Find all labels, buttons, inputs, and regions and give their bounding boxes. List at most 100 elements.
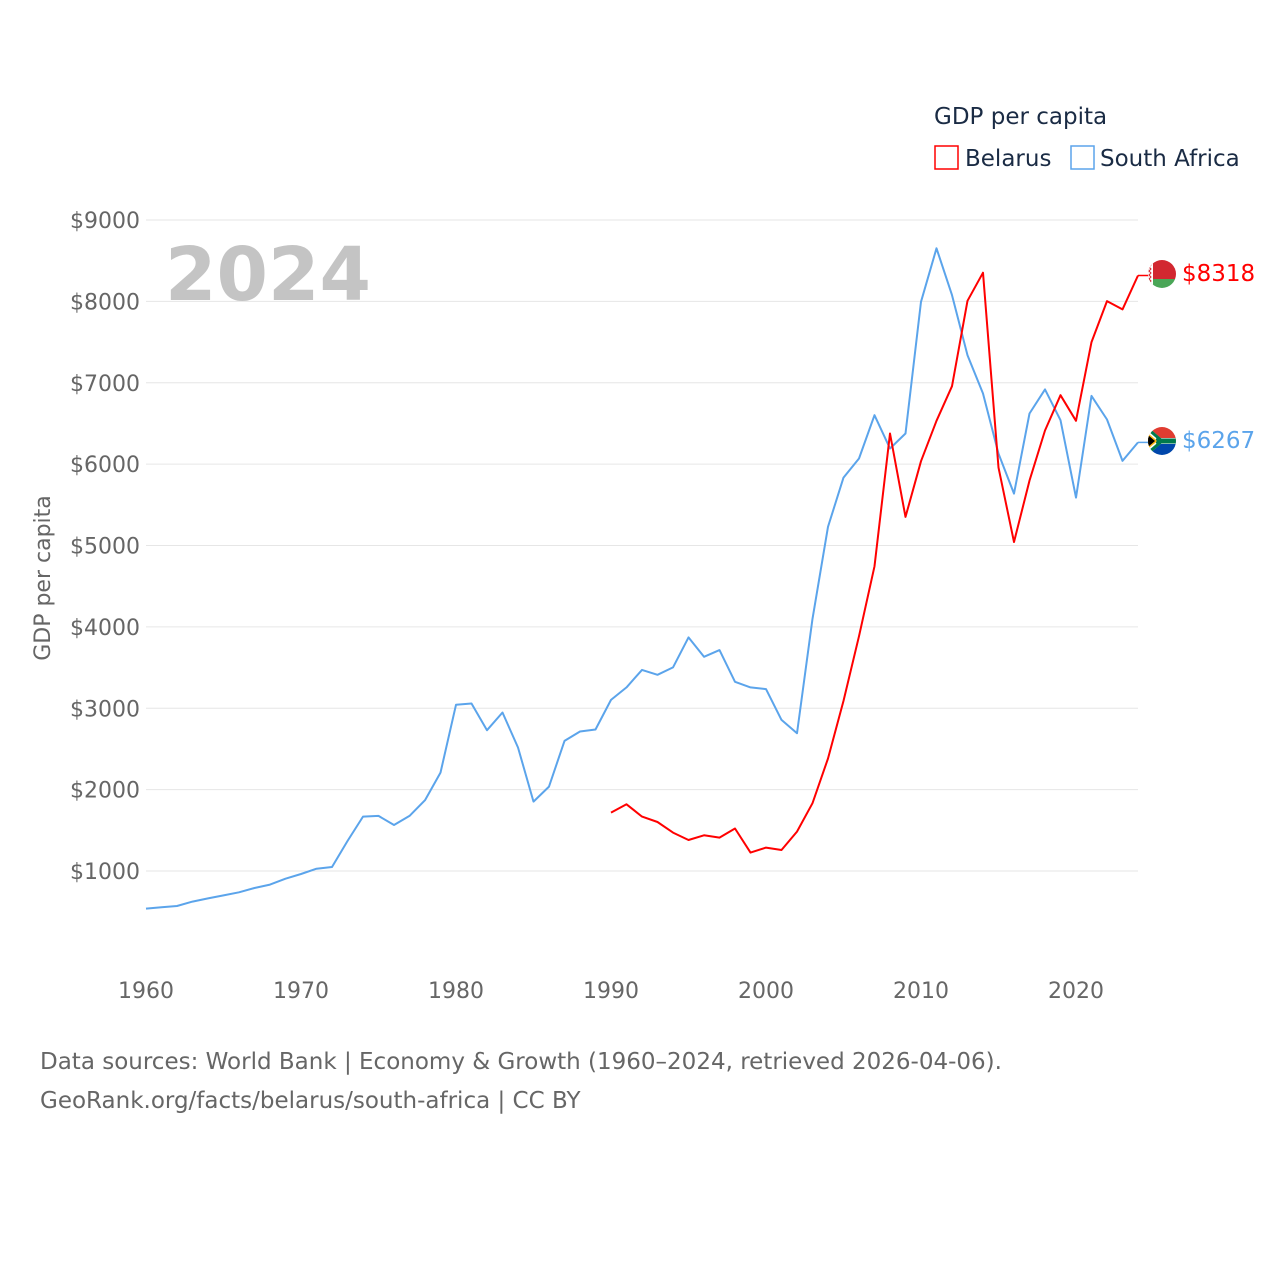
south-africa-point: [795, 731, 800, 736]
south-africa-point: [826, 524, 831, 529]
south-africa-point: [299, 872, 304, 877]
south-africa-point: [562, 738, 567, 743]
belarus-point: [934, 418, 939, 423]
south-africa-line: [145, 247, 1139, 910]
y-tick-label: $1000: [70, 860, 140, 885]
belarus-point: [748, 850, 753, 855]
belarus-point: [733, 826, 738, 831]
y-tick-label: $2000: [70, 779, 140, 804]
belarus-point: [779, 848, 784, 853]
belarus-point: [640, 814, 645, 819]
south-africa-point: [981, 391, 986, 396]
x-tick-label: 1960: [118, 979, 174, 1004]
belarus-point: [857, 634, 862, 639]
south-africa-point: [221, 893, 226, 898]
south-africa-point: [1027, 411, 1032, 416]
south-africa-flag-icon: [1148, 427, 1176, 455]
south-africa-point: [764, 687, 769, 692]
footer-attribution[interactable]: GeoRank.org/facts/belarus/south-africa |…: [40, 1088, 582, 1114]
south-africa-point: [159, 905, 164, 910]
south-africa-point: [1074, 495, 1079, 500]
belarus-point: [1058, 393, 1063, 398]
legend-label-south-africa[interactable]: South Africa: [1100, 146, 1240, 172]
belarus-point: [1074, 418, 1079, 423]
belarus-point: [981, 270, 986, 275]
south-africa-point: [190, 899, 195, 904]
south-africa-point: [810, 616, 815, 621]
south-africa-point: [252, 886, 257, 891]
belarus-point: [1089, 340, 1094, 345]
south-africa-point: [283, 876, 288, 881]
y-axis-ticks: $1000 $2000 $3000 $4000 $5000 $6000 $7000 $8000…: [70, 209, 140, 885]
south-africa-point: [175, 904, 180, 909]
belarus-point: [1027, 478, 1032, 483]
south-africa-point: [531, 799, 536, 804]
south-africa-point: [686, 635, 691, 640]
belarus-point: [888, 431, 893, 436]
x-tick-label: 1980: [428, 979, 484, 1004]
y-tick-label: $8000: [70, 290, 140, 315]
south-africa-point: [609, 697, 614, 702]
belarus-point: [717, 835, 722, 840]
south-africa-point: [1058, 418, 1063, 423]
y-tick-label: $5000: [70, 535, 140, 560]
south-africa-point: [392, 822, 397, 827]
south-africa-point: [314, 866, 319, 871]
south-africa-point: [1105, 417, 1110, 422]
belarus-point: [996, 465, 1001, 470]
legend-swatch-belarus[interactable]: [934, 145, 959, 170]
belarus-point: [624, 802, 629, 807]
belarus-point: [1120, 307, 1125, 312]
south-africa-point: [500, 710, 505, 715]
legend: GDP per capita Belarus South Africa: [934, 104, 1240, 172]
south-africa-point: [872, 413, 877, 418]
y-tick-label: $4000: [70, 616, 140, 641]
legend-title: GDP per capita: [934, 104, 1107, 130]
south-africa-point: [345, 838, 350, 843]
belarus-point: [841, 698, 846, 703]
legend-label-belarus[interactable]: Belarus: [965, 146, 1051, 172]
belarus-line: [610, 271, 1139, 854]
belarus-point: [671, 830, 676, 835]
south-africa-point: [934, 246, 939, 251]
south-africa-point: [469, 701, 474, 706]
south-africa-point: [841, 475, 846, 480]
south-africa-point: [423, 798, 428, 803]
gridlines: [146, 219, 1138, 872]
south-africa-point: [454, 702, 459, 707]
south-africa-point: [640, 667, 645, 672]
belarus-point: [1105, 299, 1110, 304]
belarus-point: [1012, 540, 1017, 545]
south-africa-point: [578, 729, 583, 734]
south-africa-point: [407, 813, 412, 818]
south-africa-point: [376, 813, 381, 818]
south-africa-point: [330, 865, 335, 870]
south-africa-point: [950, 293, 955, 298]
belarus-point: [609, 810, 614, 815]
south-africa-end-value: $6267: [1182, 428, 1255, 454]
south-africa-point: [1120, 458, 1125, 463]
x-axis-ticks: 1960 1970 1980 1990 2000 2010 2020: [118, 979, 1104, 1004]
footer-sources: Data sources: World Bank | Economy & Gro…: [40, 1049, 1002, 1075]
south-africa-point: [206, 896, 211, 901]
belarus-point: [903, 514, 908, 519]
south-africa-point: [903, 431, 908, 436]
south-africa-point: [748, 685, 753, 690]
belarus-flag-icon: [1148, 260, 1176, 288]
legend-swatch-south-africa[interactable]: [1070, 145, 1095, 170]
south-africa-point: [516, 745, 521, 750]
y-tick-label: $6000: [70, 453, 140, 478]
south-africa-point: [779, 717, 784, 722]
south-africa-point: [1089, 393, 1094, 398]
south-africa-point: [717, 648, 722, 653]
south-africa-point: [485, 728, 490, 733]
belarus-point: [686, 838, 691, 843]
south-africa-point: [671, 665, 676, 670]
belarus-point: [702, 833, 707, 838]
south-africa-point: [655, 672, 660, 677]
belarus-point: [919, 459, 924, 464]
south-africa-point: [593, 727, 598, 732]
belarus-point: [965, 298, 970, 303]
south-africa-point: [1012, 491, 1017, 496]
y-tick-label: $3000: [70, 697, 140, 722]
